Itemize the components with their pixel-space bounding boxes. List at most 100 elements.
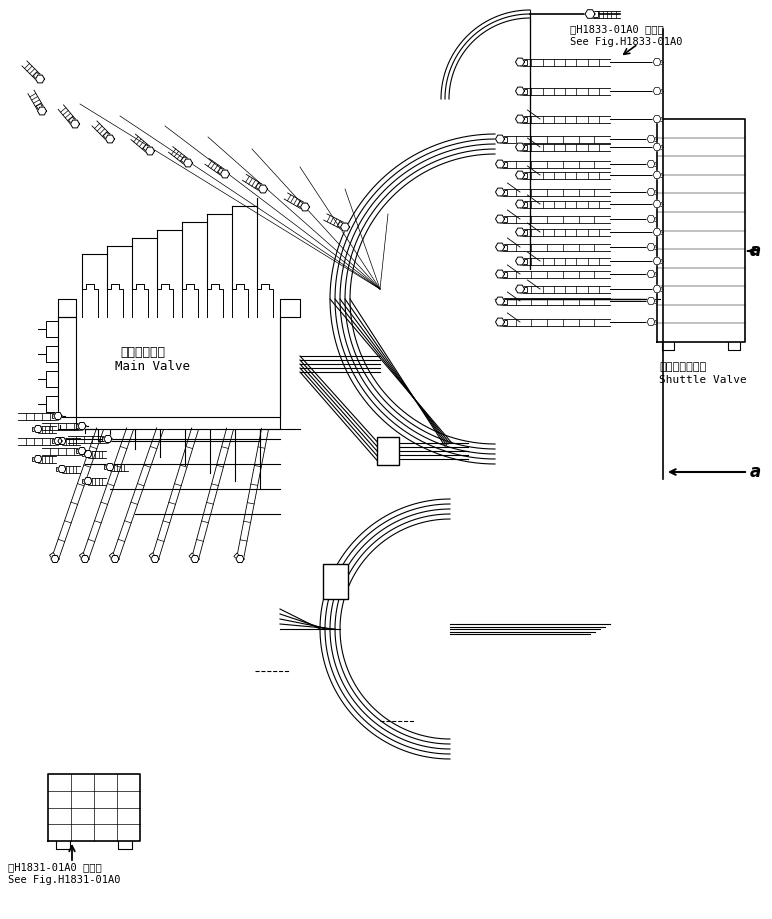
Polygon shape [56, 467, 62, 471]
Polygon shape [52, 438, 58, 443]
Polygon shape [657, 259, 662, 263]
Polygon shape [76, 424, 82, 428]
Polygon shape [496, 244, 504, 251]
Polygon shape [58, 437, 66, 445]
Polygon shape [106, 135, 114, 142]
Polygon shape [56, 438, 62, 443]
Polygon shape [651, 217, 656, 221]
Polygon shape [496, 270, 504, 278]
Polygon shape [111, 555, 119, 562]
Polygon shape [496, 318, 504, 326]
Polygon shape [653, 200, 661, 208]
Polygon shape [653, 172, 661, 178]
Polygon shape [520, 201, 527, 207]
Text: メインバルブ: メインバルブ [120, 346, 165, 359]
Polygon shape [653, 143, 661, 151]
Polygon shape [103, 465, 110, 470]
Polygon shape [78, 448, 86, 455]
Polygon shape [151, 555, 159, 562]
Polygon shape [149, 553, 157, 561]
Polygon shape [657, 287, 662, 291]
Polygon shape [500, 299, 507, 303]
Text: a: a [750, 242, 761, 260]
Text: Shuttle Valve: Shuttle Valve [659, 375, 747, 385]
Polygon shape [58, 466, 66, 472]
Polygon shape [651, 245, 656, 249]
Polygon shape [653, 87, 661, 95]
Polygon shape [49, 552, 57, 561]
Polygon shape [298, 201, 306, 210]
Polygon shape [516, 171, 524, 179]
Polygon shape [520, 88, 527, 94]
Polygon shape [647, 216, 655, 222]
Polygon shape [500, 244, 507, 249]
Polygon shape [236, 555, 244, 562]
Polygon shape [69, 117, 77, 126]
Polygon shape [520, 117, 527, 121]
Polygon shape [34, 425, 42, 433]
Polygon shape [181, 157, 190, 165]
Polygon shape [84, 478, 92, 484]
Polygon shape [651, 272, 656, 276]
Polygon shape [500, 320, 507, 324]
Polygon shape [651, 299, 656, 303]
Polygon shape [651, 320, 656, 324]
Bar [377, 437, 399, 465]
Polygon shape [145, 147, 154, 155]
Polygon shape [516, 257, 524, 265]
Polygon shape [647, 319, 655, 325]
Polygon shape [500, 217, 507, 221]
Polygon shape [520, 287, 527, 291]
Polygon shape [516, 285, 524, 293]
Text: See Fig.H1831-01A0: See Fig.H1831-01A0 [8, 875, 120, 885]
Polygon shape [102, 437, 108, 441]
Polygon shape [32, 457, 38, 461]
Polygon shape [80, 552, 86, 561]
Polygon shape [234, 553, 242, 561]
Polygon shape [189, 553, 197, 561]
Polygon shape [54, 437, 62, 445]
Polygon shape [653, 116, 661, 122]
Polygon shape [218, 168, 226, 176]
Polygon shape [647, 244, 655, 251]
Polygon shape [496, 188, 504, 196]
Polygon shape [52, 414, 58, 418]
Polygon shape [496, 215, 504, 223]
Polygon shape [516, 87, 524, 95]
Polygon shape [653, 229, 661, 235]
Polygon shape [516, 58, 524, 66]
Polygon shape [516, 228, 524, 236]
Text: シャトルバルブ: シャトルバルブ [659, 362, 706, 372]
Polygon shape [82, 452, 88, 456]
Polygon shape [256, 183, 264, 191]
Polygon shape [657, 60, 662, 64]
Polygon shape [54, 413, 62, 419]
Polygon shape [657, 230, 662, 234]
Polygon shape [516, 115, 524, 123]
Polygon shape [653, 286, 661, 292]
Polygon shape [76, 448, 82, 453]
Polygon shape [647, 135, 655, 142]
Polygon shape [590, 11, 598, 17]
Polygon shape [70, 120, 80, 128]
Polygon shape [500, 189, 507, 195]
Polygon shape [300, 203, 310, 210]
Polygon shape [520, 258, 527, 264]
Polygon shape [651, 190, 656, 194]
Polygon shape [36, 104, 44, 112]
Polygon shape [657, 173, 662, 177]
Polygon shape [38, 108, 46, 115]
Polygon shape [647, 188, 655, 196]
Text: 第H1831-01A0 図参照: 第H1831-01A0 図参照 [8, 862, 102, 872]
Polygon shape [84, 450, 92, 458]
Text: a: a [750, 463, 761, 481]
Polygon shape [585, 10, 595, 18]
Polygon shape [496, 160, 504, 168]
Text: 第H1833-01A0 図参照: 第H1833-01A0 図参照 [570, 24, 664, 34]
Polygon shape [78, 423, 86, 429]
Polygon shape [657, 145, 662, 149]
Polygon shape [337, 221, 346, 229]
Polygon shape [651, 137, 656, 141]
Polygon shape [34, 456, 42, 462]
Polygon shape [51, 555, 59, 562]
